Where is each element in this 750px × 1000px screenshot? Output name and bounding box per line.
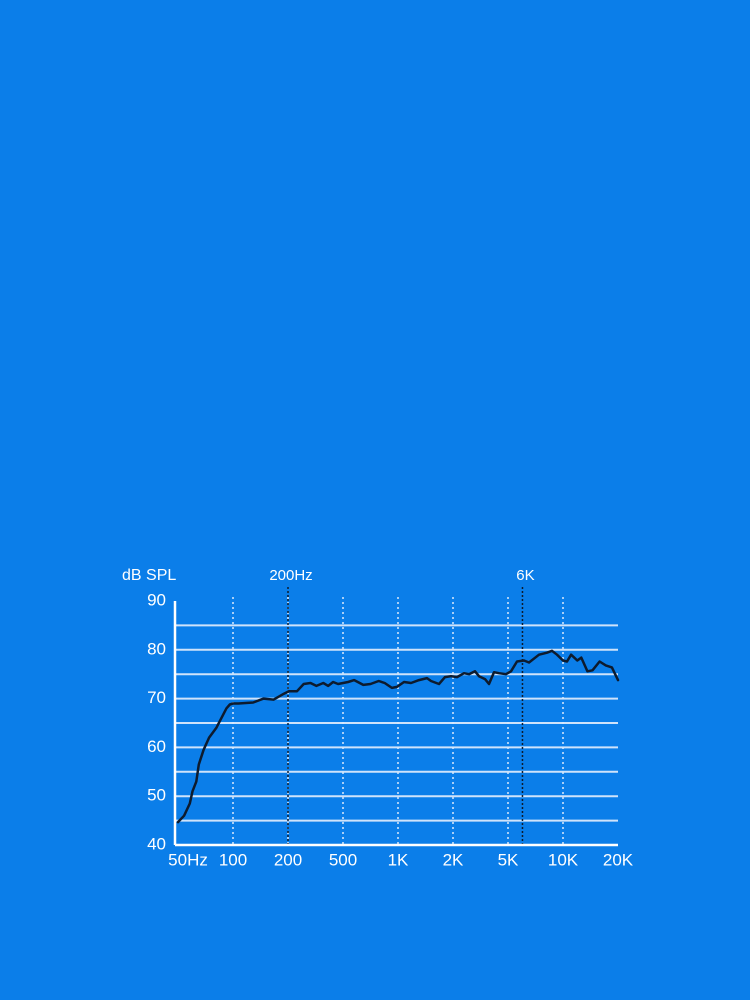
annotation-label: 200Hz — [269, 567, 312, 584]
annotation-label: 6K — [516, 567, 534, 584]
x-tick-label: 20K — [603, 850, 634, 869]
x-tick-label: 5K — [498, 850, 519, 869]
y-axis-label: dB SPL — [122, 567, 176, 584]
x-tick-label: 1K — [388, 850, 409, 869]
x-tick-label: 100 — [219, 850, 247, 869]
y-tick-label: 90 — [147, 590, 166, 609]
x-tick-label: 500 — [329, 850, 357, 869]
y-tick-label: 60 — [147, 737, 166, 756]
y-tick-label: 40 — [147, 834, 166, 853]
x-tick-label: 200 — [274, 850, 302, 869]
x-tick-label: 2K — [443, 850, 464, 869]
y-tick-label: 50 — [147, 786, 166, 805]
y-tick-label: 80 — [147, 639, 166, 658]
y-tick-label: 70 — [147, 688, 166, 707]
response-line — [176, 649, 620, 824]
x-tick-label: 10K — [548, 850, 579, 869]
x-tick-label: 50Hz — [168, 850, 208, 869]
